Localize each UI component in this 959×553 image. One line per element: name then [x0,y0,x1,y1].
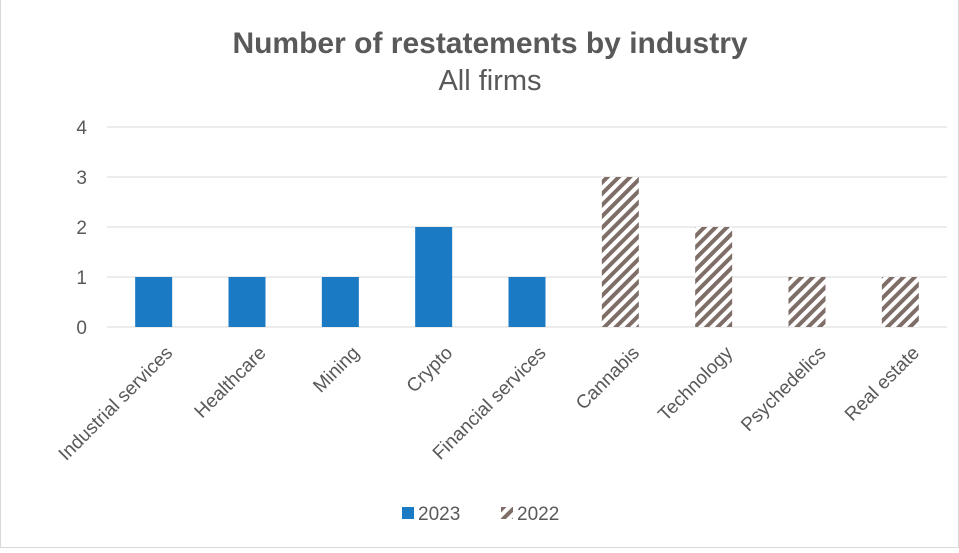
x-category-label: Psychedelics [737,343,830,436]
x-category-label: Crypto [403,343,457,397]
legend: 2023 2022 [402,504,559,525]
x-category-label: Healthcare [191,343,271,423]
x-category-label: Mining [309,343,363,397]
y-tick-label: 4 [76,118,87,139]
bar-2023-financial-services [508,277,546,327]
bar-2022-cannabis [601,177,639,327]
bar-2023-crypto [415,227,453,327]
x-category-label: Cannabis [572,343,644,415]
legend-label-2022: 2022 [517,504,559,525]
x-axis-labels: Industrial services Healthcare Mining Crypt… [55,342,924,465]
bar-2023-mining [321,277,359,327]
x-category-label: Technology [654,342,737,425]
bar-2022-real-estate [881,277,919,327]
chart-title: Number of restatements by industry [232,27,747,60]
bar-2023-healthcare [228,277,266,327]
bar-2022-technology [695,227,733,327]
y-tick-label: 1 [76,268,87,289]
x-category-label: Industrial services [55,343,177,465]
legend-swatch-2022 [501,507,513,519]
y-tick-label: 0 [76,318,87,339]
y-tick-label: 3 [76,168,87,189]
bar-2023-industrial-services [135,277,173,327]
x-category-label: Real estate [841,343,924,426]
y-tick-label: 2 [76,218,87,239]
legend-label-2023: 2023 [418,504,460,525]
legend-swatch-2023 [402,507,414,519]
bars [135,177,919,327]
bar-2022-psychedelics [788,277,826,327]
chart-subtitle: All firms [438,65,541,97]
y-axis-ticks: 0 1 2 3 4 [76,118,87,339]
